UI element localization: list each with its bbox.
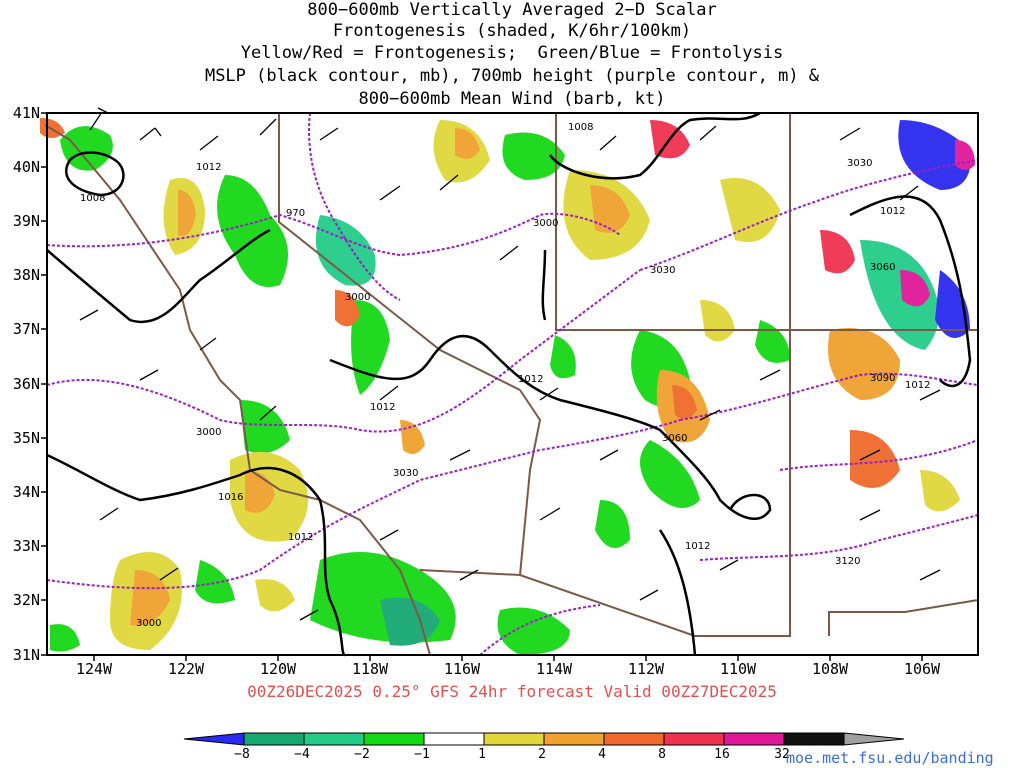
height-label: 3000	[136, 618, 161, 629]
lat-label: 31N	[12, 646, 40, 664]
lon-label: 116W	[443, 660, 481, 678]
colorbar-label: −8	[234, 747, 250, 762]
mslp-label: 1012	[880, 206, 905, 217]
lat-label: 39N	[12, 212, 40, 230]
height-label: 3060	[662, 433, 687, 444]
mslp-label: 1012	[518, 374, 543, 385]
height-label: 970	[286, 208, 305, 219]
lat-label: 32N	[12, 591, 40, 609]
colorbar-label: −1	[414, 747, 430, 762]
colorbar-label: 32	[774, 747, 790, 762]
colorbar-swatch	[243, 732, 305, 746]
colorbar-swatch	[783, 732, 845, 746]
colorbar-label: 16	[714, 747, 730, 762]
lat-label: 36N	[12, 375, 40, 393]
mslp-label: 1016	[218, 492, 243, 503]
title-line-5: 800−600mb Mean Wind (barb, kt)	[358, 89, 666, 109]
height-label: 3030	[393, 468, 418, 479]
lat-label: 37N	[12, 320, 40, 338]
lat-label: 34N	[12, 483, 40, 501]
height-contours	[46, 112, 979, 656]
mslp-label: 1012	[370, 402, 395, 413]
mslp-label: 1008	[80, 193, 105, 204]
height-label: 3030	[650, 265, 675, 276]
colorbar-swatch	[483, 732, 545, 746]
lat-label: 38N	[12, 266, 40, 284]
title-line-3: Yellow/Red = Frontogenesis; Green/Blue =…	[240, 43, 784, 63]
colorbar-swatch	[723, 732, 785, 746]
colorbar-label: −4	[294, 747, 310, 762]
colorbar-label: 2	[538, 747, 546, 762]
height-label: 3060	[870, 262, 895, 273]
lon-label: 118W	[351, 660, 389, 678]
mslp-label: 1012	[685, 541, 710, 552]
colorbar-label: 1	[478, 747, 486, 762]
colorbar-swatch	[183, 732, 245, 746]
axis-ticks	[41, 112, 923, 661]
colorbar-label: 4	[598, 747, 606, 762]
colorbar-swatch	[303, 732, 365, 746]
lat-label: 33N	[12, 537, 40, 555]
mslp-label: 1012	[196, 162, 221, 173]
colorbar-swatch	[663, 732, 725, 746]
title-line-2: Frontogenesis (shaded, K/6hr/100km)	[332, 21, 692, 41]
title-line-4: MSLP (black contour, mb), 700mb height (…	[204, 66, 820, 86]
mslp-label: 1008	[568, 122, 593, 133]
lon-label: 122W	[167, 660, 205, 678]
lat-label: 40N	[12, 158, 40, 176]
lat-label: 35N	[12, 429, 40, 447]
wind-barbs	[79, 107, 941, 621]
height-label: 3030	[847, 158, 872, 169]
lon-label: 114W	[535, 660, 573, 678]
height-label: 3000	[345, 292, 370, 303]
height-label: 3120	[835, 556, 860, 567]
height-label: 3000	[533, 218, 558, 229]
colorbar	[183, 732, 905, 746]
mslp-label: 1012	[905, 380, 930, 391]
lon-label: 110W	[719, 660, 757, 678]
forecast-subtitle: 00Z26DEC2025 0.25° GFS 24hr forecast Val…	[247, 682, 777, 701]
mslp-contours	[46, 111, 972, 657]
mslp-label: 1012	[288, 532, 313, 543]
colorbar-label: 8	[658, 747, 666, 762]
lon-label: 106W	[903, 660, 941, 678]
height-label: 3000	[196, 427, 221, 438]
source-url: moe.met.fsu.edu/banding	[786, 749, 994, 767]
lon-label: 124W	[75, 660, 113, 678]
lon-label: 112W	[627, 660, 665, 678]
colorbar-label: −2	[354, 747, 370, 762]
lon-label: 108W	[811, 660, 849, 678]
lon-label: 120W	[259, 660, 297, 678]
colorbar-swatch	[423, 732, 485, 746]
colorbar-swatch	[543, 732, 605, 746]
state-boundaries	[44, 113, 979, 656]
height-label: 3090	[870, 373, 895, 384]
title-line-1: 800−600mb Vertically Averaged 2−D Scalar	[307, 0, 717, 20]
frontogenesis-shading	[40, 118, 975, 655]
lat-label: 41N	[12, 104, 40, 122]
contour-labels: 1008 1012 1008 1012 1012 1016 1012 1012 …	[80, 122, 930, 629]
colorbar-swatch	[843, 732, 905, 746]
colorbar-swatch	[603, 732, 665, 746]
colorbar-swatch	[363, 732, 425, 746]
